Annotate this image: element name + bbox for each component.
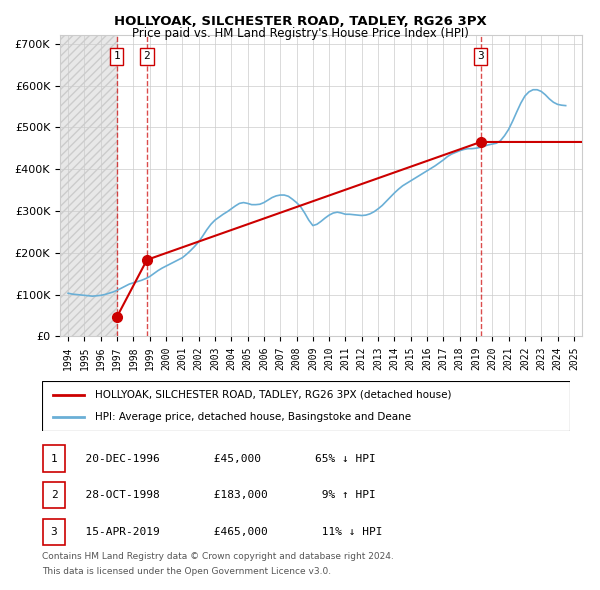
FancyBboxPatch shape <box>42 381 570 431</box>
Bar <box>60 35 116 336</box>
Text: 3: 3 <box>50 527 58 537</box>
Text: 28-OCT-1998        £183,000        9% ↑ HPI: 28-OCT-1998 £183,000 9% ↑ HPI <box>72 490 376 500</box>
Text: This data is licensed under the Open Government Licence v3.0.: This data is licensed under the Open Gov… <box>42 567 331 576</box>
Text: 2: 2 <box>143 51 151 61</box>
Text: 2: 2 <box>50 490 58 500</box>
Text: 3: 3 <box>478 51 484 61</box>
Text: Price paid vs. HM Land Registry's House Price Index (HPI): Price paid vs. HM Land Registry's House … <box>131 27 469 40</box>
Text: 1: 1 <box>50 454 58 464</box>
Text: 1: 1 <box>113 51 120 61</box>
Text: 20-DEC-1996        £45,000        65% ↓ HPI: 20-DEC-1996 £45,000 65% ↓ HPI <box>72 454 376 464</box>
FancyBboxPatch shape <box>43 482 65 509</box>
Text: Contains HM Land Registry data © Crown copyright and database right 2024.: Contains HM Land Registry data © Crown c… <box>42 552 394 561</box>
FancyBboxPatch shape <box>43 519 65 545</box>
Text: HOLLYOAK, SILCHESTER ROAD, TADLEY, RG26 3PX (detached house): HOLLYOAK, SILCHESTER ROAD, TADLEY, RG26 … <box>95 389 451 399</box>
Text: 15-APR-2019        £465,000        11% ↓ HPI: 15-APR-2019 £465,000 11% ↓ HPI <box>72 527 383 537</box>
Text: HPI: Average price, detached house, Basingstoke and Deane: HPI: Average price, detached house, Basi… <box>95 412 411 422</box>
Text: HOLLYOAK, SILCHESTER ROAD, TADLEY, RG26 3PX: HOLLYOAK, SILCHESTER ROAD, TADLEY, RG26 … <box>113 15 487 28</box>
FancyBboxPatch shape <box>43 445 65 472</box>
